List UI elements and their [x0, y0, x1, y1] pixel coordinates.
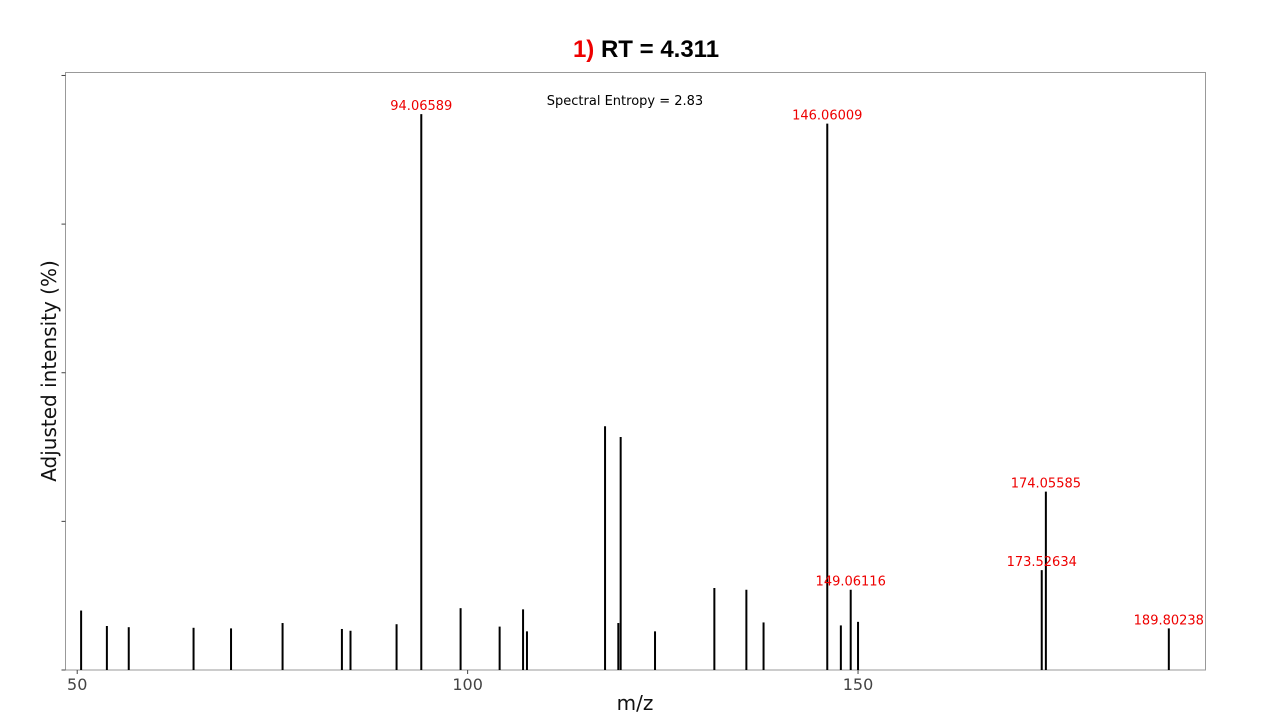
- peak-label-21: 146.06009: [792, 109, 862, 124]
- peak-label-23: 149.06116: [816, 575, 886, 590]
- y-axis-ticks: [61, 74, 66, 671]
- spectrum-peaks: [80, 114, 1170, 670]
- peak-label-27: 189.80238: [1134, 613, 1204, 628]
- x-tick-label-2: 150: [843, 675, 874, 694]
- chart-title: 1) RT = 4.311: [0, 36, 1280, 64]
- plot-frame: [65, 72, 1206, 671]
- x-axis-ticks: 50 100 150: [67, 670, 873, 694]
- chart-title-text: RT = 4.311: [600, 36, 720, 63]
- peak-label-9: 94.06589: [390, 99, 452, 114]
- chart-title-number: 1): [572, 36, 595, 63]
- peak-labels: 94.06589 146.06009 149.06116 173.52634 174.0…: [390, 99, 1204, 628]
- x-axis-label: m/z: [617, 691, 654, 715]
- x-tick-label-1: 100: [452, 675, 483, 694]
- peak-label-26: 174.05585: [1011, 477, 1081, 492]
- y-axis-label: Adjusted intensity (%): [37, 260, 61, 482]
- peak-label-25: 173.52634: [1007, 555, 1077, 570]
- spectral-entropy-annotation: Spectral Entropy = 2.83: [547, 94, 703, 109]
- x-tick-label-0: 50: [67, 675, 87, 694]
